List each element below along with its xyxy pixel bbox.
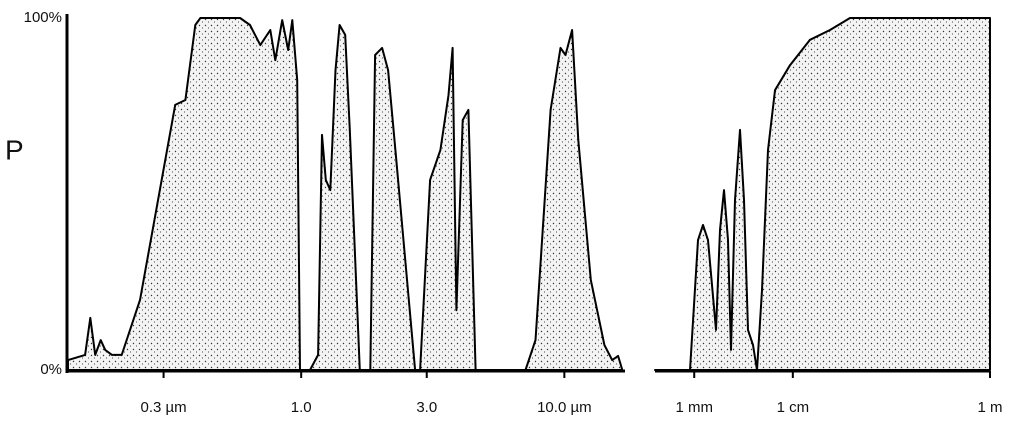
area [654,17,991,371]
x-tick-label: 3.0 [416,399,437,416]
x-tick-label: 10.0 µm [537,399,592,416]
x-tick-label: 0.3 µm [140,399,186,416]
y-axis-label: P [5,134,24,165]
x-tick-label: 1 m [977,399,1002,416]
x-tick-label: 1 cm [777,399,810,416]
x-tick-label: 1.0 [291,399,312,416]
x-tick-label: 1 mm [675,399,713,416]
y-tick-label: 100% [24,9,62,26]
y-tick-label: 0% [40,361,62,378]
area [67,17,624,371]
